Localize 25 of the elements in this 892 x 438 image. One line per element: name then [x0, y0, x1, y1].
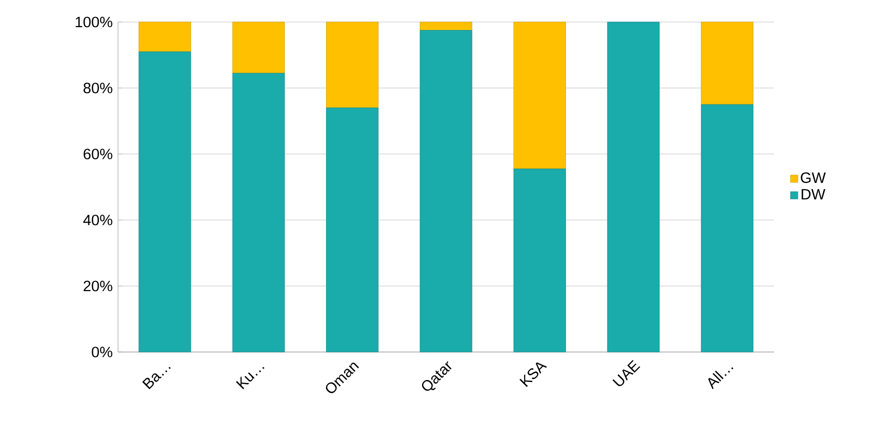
bar	[607, 22, 660, 352]
bar	[700, 22, 754, 105]
x-tick-label: KSA	[520, 362, 548, 387]
bar	[700, 104, 754, 352]
y-tick-label: 0%	[92, 346, 112, 358]
y-tick-label: 80%	[84, 82, 112, 94]
bar	[326, 108, 378, 352]
bar	[420, 22, 472, 30]
bar	[420, 30, 472, 352]
y-tick-label: 60%	[84, 148, 112, 160]
bar	[514, 22, 566, 170]
y-tick-label: 20%	[84, 280, 112, 292]
x-tick-label: All…	[708, 367, 734, 390]
bar	[138, 52, 192, 352]
x-tick-label: Ku…	[236, 366, 264, 390]
x-tick-label: Ba…	[142, 366, 171, 390]
y-tick-label: 100%	[76, 16, 112, 28]
bar	[326, 22, 378, 108]
bar	[232, 22, 285, 74]
bar	[232, 72, 285, 352]
bar	[514, 168, 566, 352]
legend-label: GW	[800, 172, 826, 183]
legend-label: DW	[802, 189, 826, 200]
y-tick-label: 40%	[83, 214, 112, 226]
bar	[138, 22, 192, 52]
